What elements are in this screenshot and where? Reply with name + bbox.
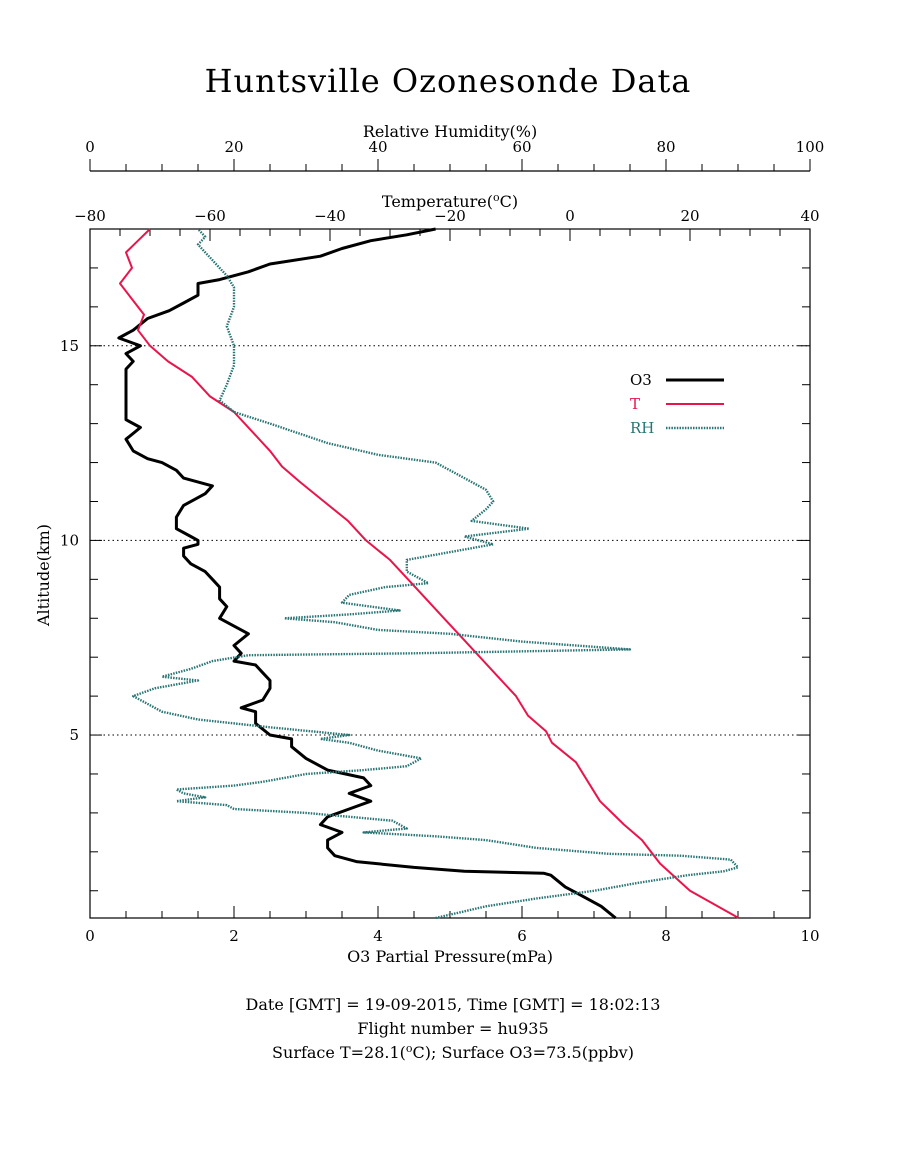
altitude-tick-label: 5 — [69, 726, 79, 744]
o3-tick-label: 2 — [229, 927, 239, 945]
plot-frame — [89, 228, 811, 919]
temperature-tick-label: 0 — [565, 207, 575, 225]
o3-tick-label: 8 — [661, 927, 671, 945]
legend-label-rh: RH — [630, 419, 654, 437]
rh-tick-label: 100 — [796, 138, 825, 156]
rh-axis-title: Relative Humidity(%) — [363, 122, 537, 141]
temperature-tick-label: −80 — [74, 207, 106, 225]
temperature-tick-label: −20 — [434, 207, 466, 225]
rh-tick-label: 60 — [512, 138, 531, 156]
o3-tick-label: 0 — [85, 927, 95, 945]
legend-label-t: T — [630, 395, 640, 413]
temperature-tick-label: −60 — [194, 207, 226, 225]
gridlines — [90, 345, 810, 736]
rh-axis: 0 20 40 60 80 100 — [85, 138, 825, 172]
temperature-tick-label: 20 — [680, 207, 699, 225]
altitude-axis-title: Altitude(km) — [34, 524, 53, 627]
series-layer — [117, 227, 740, 920]
o3-tick-label: 4 — [373, 927, 383, 945]
series-line-t — [119, 228, 740, 919]
altitude-tick-label: 10 — [60, 531, 79, 549]
altitude-tick-label: 15 — [60, 337, 79, 355]
altitude-axis: 5 10 15 — [60, 267, 810, 892]
rh-tick-label: 0 — [85, 138, 95, 156]
chart-title: Huntsville Ozonesonde Data — [205, 62, 692, 100]
temperature-tick-label: −40 — [314, 207, 346, 225]
footer-surface-values: Surface T=28.1(oC); Surface O3=73.5(ppbv… — [272, 1042, 634, 1062]
rh-tick-label: 20 — [224, 138, 243, 156]
legend: O3 T RH — [630, 371, 724, 437]
o3-axis: 0 2 4 6 8 10 — [85, 906, 820, 945]
o3-tick-label: 10 — [800, 927, 819, 945]
footer-date-time: Date [GMT] = 19-09-2015, Time [GMT] = 18… — [246, 995, 661, 1014]
series-line-rh — [131, 228, 740, 920]
temperature-axis-title: Temperature(oC) — [382, 191, 518, 211]
temperature-axis: −80 −60 −40 −20 0 20 40 — [74, 207, 820, 241]
o3-axis-title: O3 Partial Pressure(mPa) — [347, 947, 553, 966]
rh-tick-label: 80 — [656, 138, 675, 156]
rh-tick-label: 40 — [368, 138, 387, 156]
series-line-o3 — [117, 227, 617, 920]
temperature-tick-label: 40 — [800, 207, 819, 225]
o3-tick-label: 6 — [517, 927, 527, 945]
legend-label-o3: O3 — [630, 371, 652, 389]
footer-flight-number: Flight number = hu935 — [357, 1019, 548, 1038]
